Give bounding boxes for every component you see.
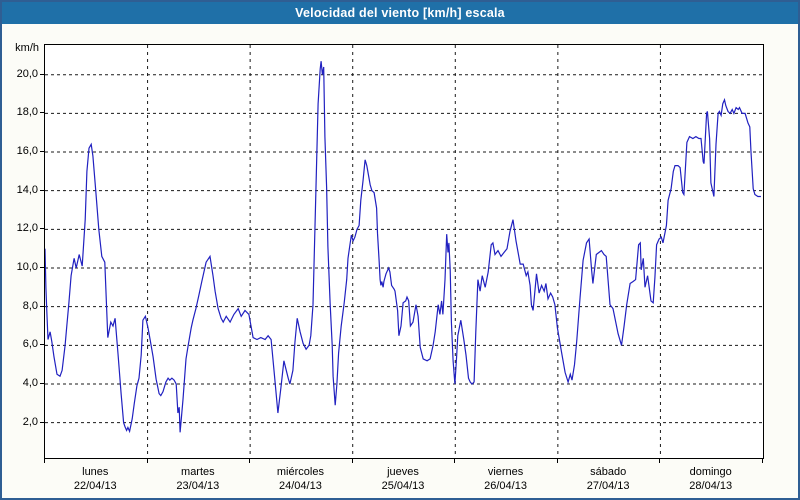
x-axis-tick <box>146 458 148 463</box>
x-axis-tick <box>454 458 456 463</box>
plot-area <box>44 44 764 459</box>
wind-speed-line-chart <box>45 45 763 458</box>
day-name: miércoles <box>276 466 324 478</box>
x-axis-tick <box>762 458 763 463</box>
y-axis-tick <box>40 228 44 230</box>
y-axis-tick <box>40 267 44 268</box>
y-axis-tick <box>40 151 44 153</box>
day-date: 27/04/13 <box>586 480 630 492</box>
chart-title-bar: Velocidad del viento [km/h] escala <box>2 2 798 24</box>
day-name: sábado <box>590 466 627 478</box>
y-axis-tick-label: 18,0 <box>16 106 38 119</box>
y-axis-tick-label: 6,0 <box>22 338 38 351</box>
y-axis-tick <box>40 421 44 423</box>
x-axis-day-label: domingo 28/04/13 <box>659 465 762 493</box>
wind-speed-series-line <box>45 61 761 434</box>
day-name: jueves <box>387 466 419 478</box>
chart-title: Velocidad del viento [km/h] escala <box>295 6 505 20</box>
y-axis-tick-label: 14,0 <box>16 183 38 196</box>
y-axis-tick-label: 10,0 <box>16 261 38 273</box>
y-axis-tick-label: 8,0 <box>22 299 38 312</box>
day-name: martes <box>181 466 215 478</box>
y-axis-tick <box>40 382 44 384</box>
day-date: 26/04/13 <box>484 480 527 492</box>
x-axis-tick <box>351 458 353 463</box>
x-axis-day-label: lunes 22/04/13 <box>44 465 147 493</box>
x-axis-tick <box>44 458 45 463</box>
x-axis-day-label: viernes 26/04/13 <box>454 465 557 493</box>
x-axis-day-label: jueves 25/04/13 <box>352 465 455 493</box>
day-date: 23/04/13 <box>176 480 220 492</box>
x-axis-day-label: sábado 27/04/13 <box>557 465 660 493</box>
y-axis-tick <box>40 73 44 75</box>
x-axis-tick <box>556 458 558 463</box>
y-axis-tick <box>40 344 44 346</box>
y-axis-unit-label: km/h <box>15 42 39 54</box>
y-axis-tick-label: 16,0 <box>16 145 38 158</box>
x-axis-day-label: miércoles 24/04/13 <box>249 465 352 493</box>
day-date: 22/04/13 <box>73 480 117 492</box>
day-name: domingo <box>689 466 732 478</box>
day-name: lunes <box>82 466 109 478</box>
x-axis-tick <box>659 458 661 463</box>
y-axis-tick <box>40 305 44 307</box>
y-axis-tick-label: 12,0 <box>16 222 38 235</box>
day-date: 25/04/13 <box>381 480 425 492</box>
x-axis-tick <box>249 458 251 463</box>
y-axis-tick <box>40 112 44 114</box>
y-axis-tick-label: 2,0 <box>22 415 38 428</box>
y-axis-tick-label: 4,0 <box>22 376 38 389</box>
y-axis-tick <box>40 189 44 191</box>
day-date: 24/04/13 <box>279 480 322 492</box>
day-date: 28/04/13 <box>689 480 733 492</box>
day-name: viernes <box>487 466 524 478</box>
x-axis-day-label: martes 23/04/13 <box>146 465 249 493</box>
y-axis-tick-label: 20,0 <box>16 67 38 80</box>
